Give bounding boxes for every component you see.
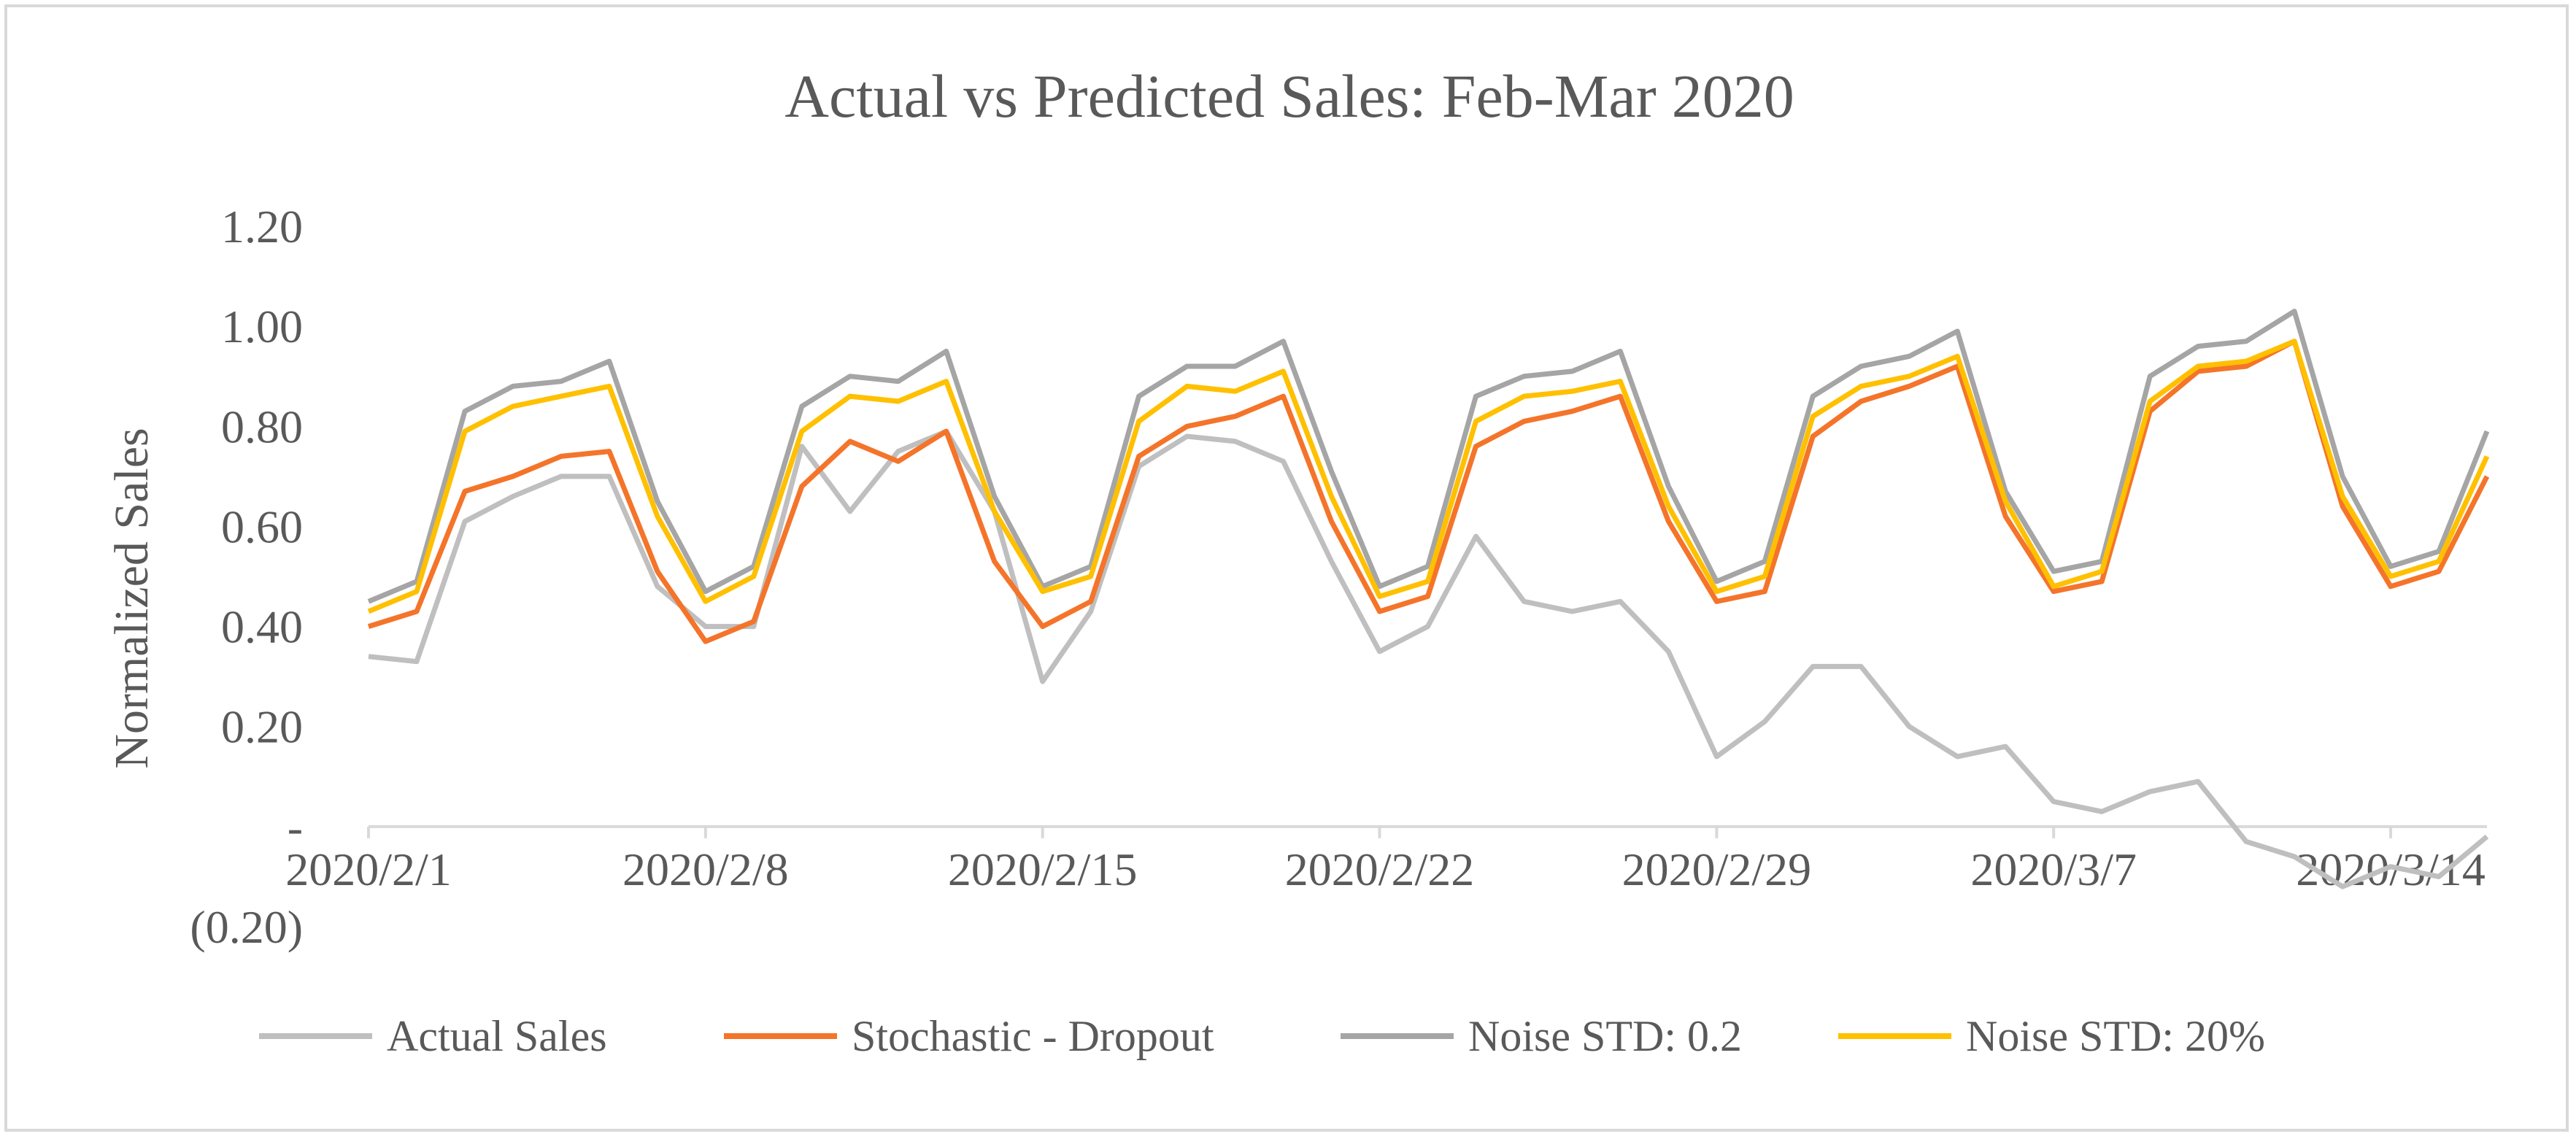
chart-frame: Actual vs Predicted Sales: Feb-Mar 2020 …	[4, 4, 2569, 1132]
x-tick-label: 2020/2/1	[285, 843, 452, 895]
legend-label: Stochastic - Dropout	[852, 1012, 1214, 1060]
y-tick-label: 0.40	[221, 601, 303, 653]
y-tick-label: (0.20)	[190, 901, 303, 953]
y-tick-label: 0.20	[221, 701, 303, 753]
series-line-stochastic-dropout	[367, 339, 2490, 644]
series-lines	[367, 309, 2490, 889]
legend-label: Noise STD: 20%	[1966, 1012, 2265, 1060]
y-tick-label: 0.60	[221, 501, 303, 552]
legend-label: Noise STD: 0.2	[1468, 1012, 1742, 1060]
x-tick-label: 2020/2/22	[1285, 843, 1475, 895]
series-line-actual-sales	[368, 428, 2489, 889]
legend: Actual Sales Stochastic - Dropout Noise ST…	[259, 1012, 2265, 1060]
x-tick-label: 2020/2/8	[622, 843, 789, 895]
x-tick-label: 2020/2/29	[1622, 843, 1812, 895]
legend-label: Actual Sales	[387, 1012, 607, 1060]
x-axis-ticks: 2020/2/1 2020/2/8 2020/2/15 2020/2/22 2020/2…	[285, 843, 2486, 895]
y-tick-label: -	[288, 801, 303, 853]
y-axis-title: Normalized Sales	[105, 428, 158, 768]
chart-title: Actual vs Predicted Sales: Feb-Mar 2020	[784, 63, 1794, 131]
series-line-noise-std-20	[367, 339, 2490, 614]
y-tick-label: 1.00	[221, 301, 303, 352]
x-axis	[367, 825, 2487, 838]
line-chart: Actual vs Predicted Sales: Feb-Mar 2020 …	[105, 63, 2490, 1060]
y-axis-ticks: 1.20 1.00 0.80 0.60 0.40 0.20 - (0.20)	[190, 201, 303, 953]
x-tick-label: 2020/3/7	[1970, 843, 2137, 895]
y-tick-label: 1.20	[221, 201, 303, 252]
y-tick-label: 0.80	[221, 401, 303, 452]
x-tick-label: 2020/2/15	[948, 843, 1138, 895]
series-line-noise-std-0-2	[367, 309, 2490, 604]
